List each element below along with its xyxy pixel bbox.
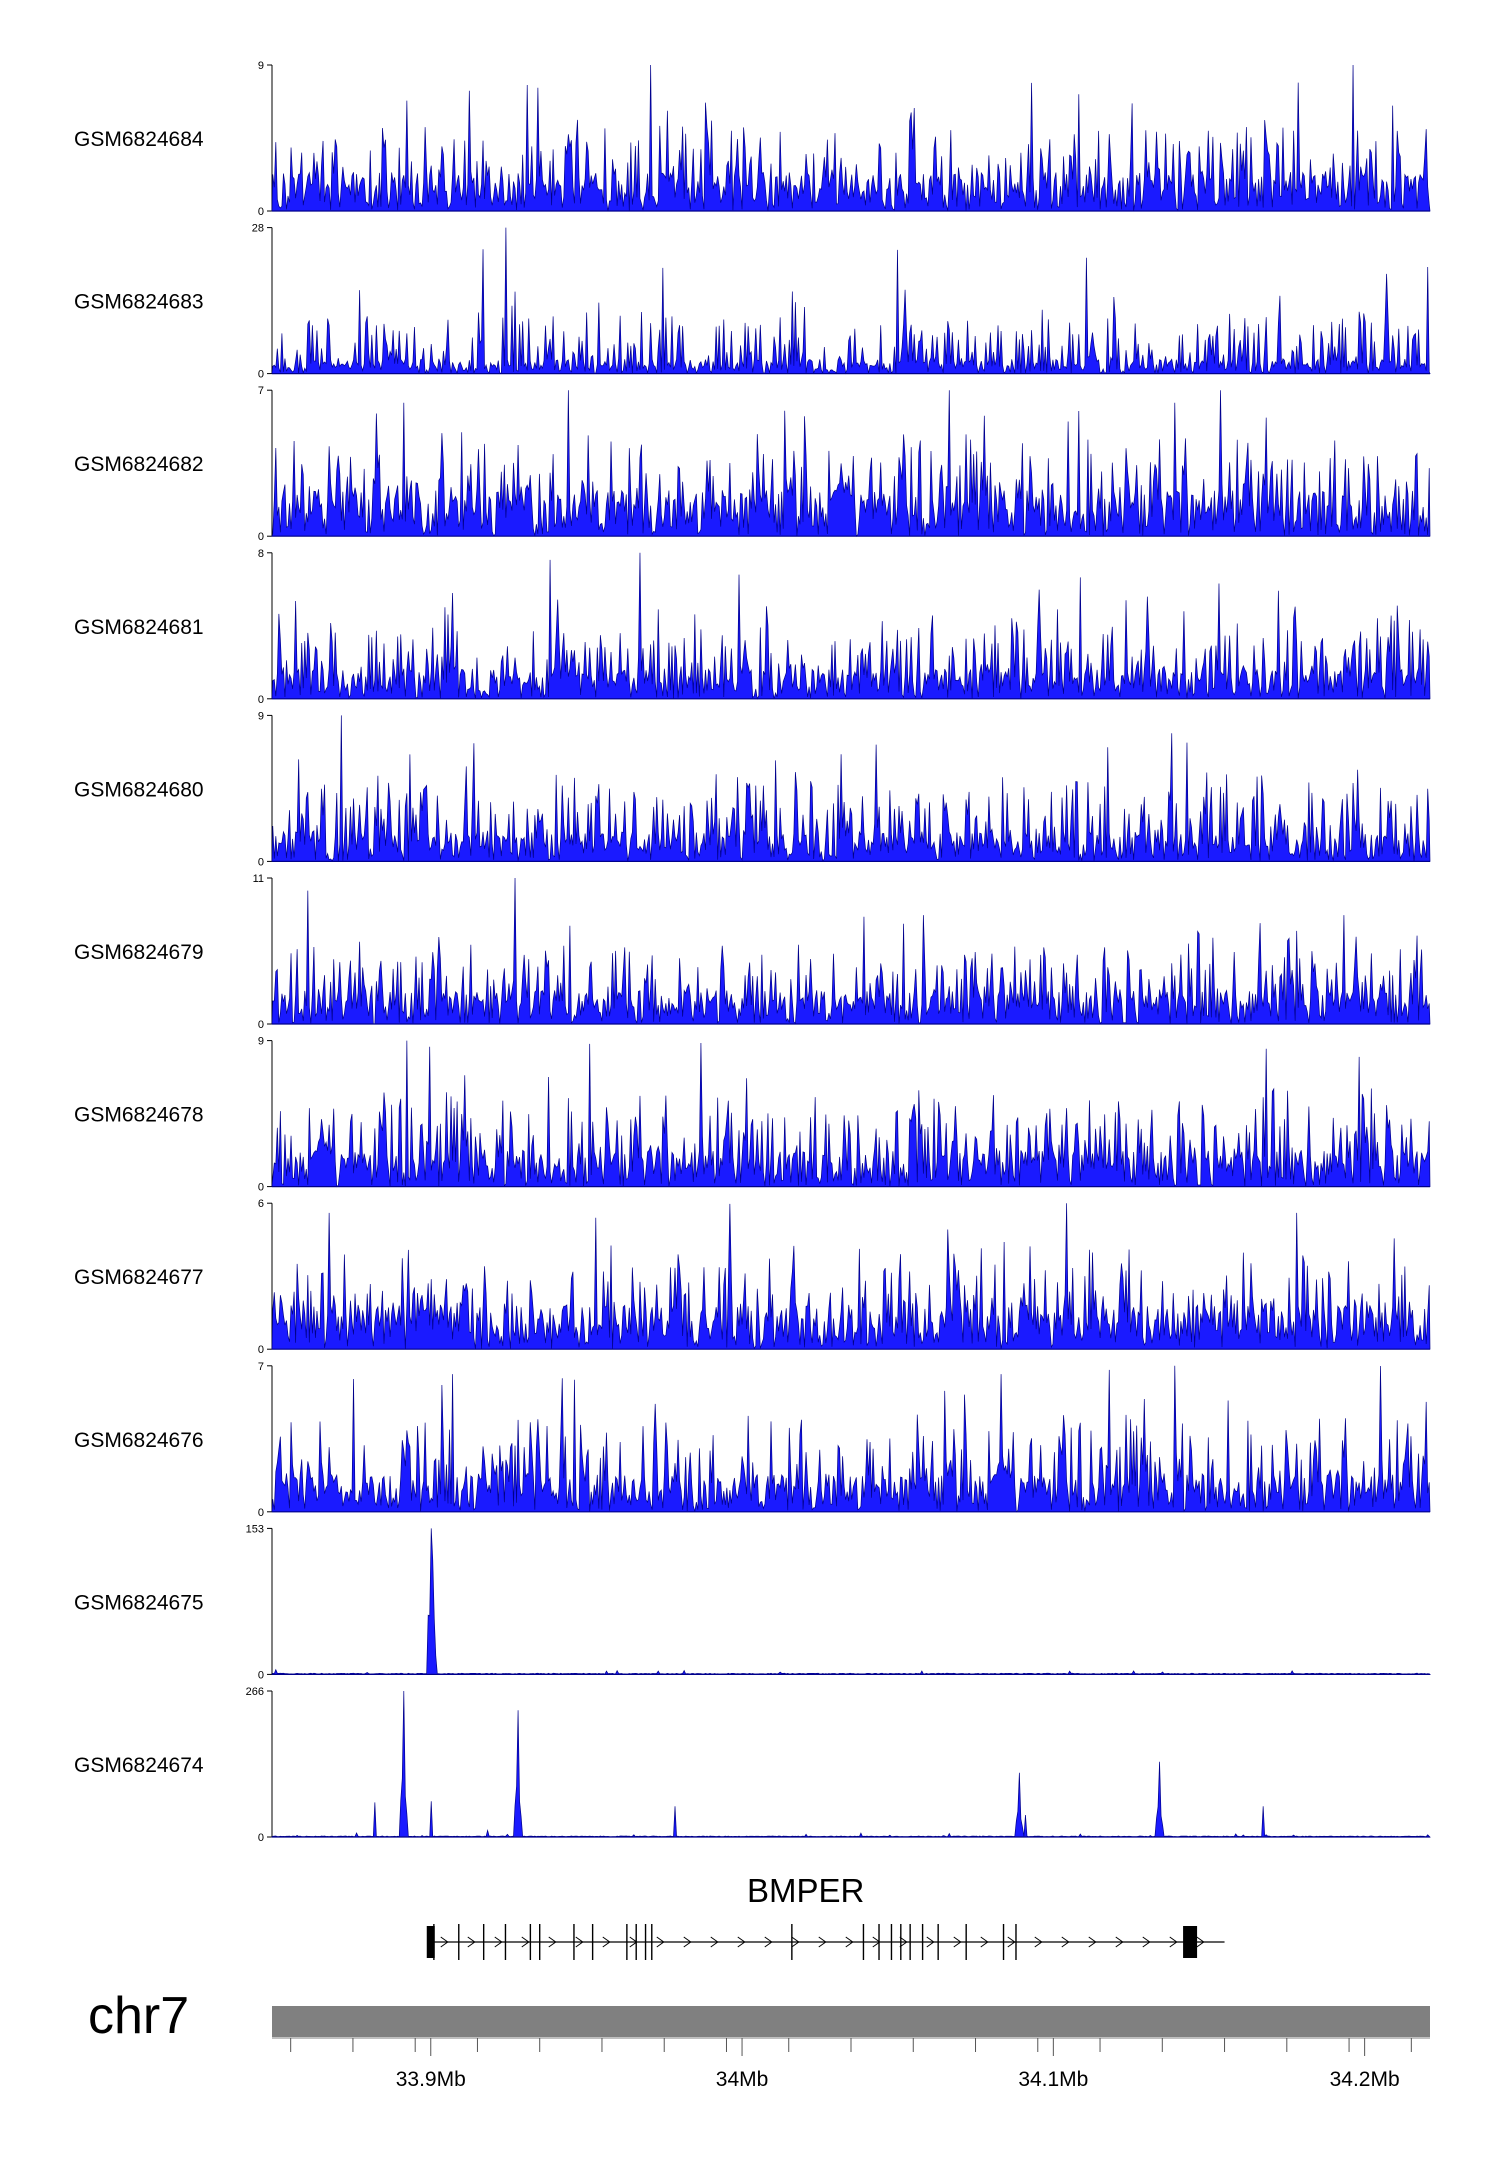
track-label: GSM6824682	[74, 453, 204, 476]
track-label: GSM6824676	[74, 1429, 204, 1452]
track-label: GSM6824683	[74, 291, 204, 314]
y-tick-label-max: 8	[258, 548, 264, 560]
exon-utr	[1183, 1926, 1198, 1958]
y-tick-label-min: 0	[258, 1832, 264, 1844]
y-tick-label-max: 9	[258, 60, 264, 72]
track-GSM6824676: GSM6824676 7 0	[74, 1361, 1431, 1519]
track-label: GSM6824677	[74, 1266, 204, 1289]
y-tick-label-max: 28	[252, 223, 264, 235]
track-label: GSM6824674	[74, 1754, 204, 1777]
y-tick-label-min: 0	[258, 369, 264, 381]
strand-chevron	[980, 1936, 989, 1948]
y-tick-label-max: 6	[258, 1198, 264, 1210]
track-label: GSM6824680	[74, 778, 204, 801]
strand-chevron	[1088, 1936, 1097, 1948]
strand-chevron	[872, 1936, 881, 1948]
signal-area	[271, 1528, 1432, 1675]
strand-chevron	[1115, 1936, 1124, 1948]
y-tick-label-min: 0	[258, 1182, 264, 1194]
chromosome-label: chr7	[88, 1987, 189, 2045]
strand-chevron	[1169, 1936, 1178, 1948]
y-tick-label-min: 0	[258, 1669, 264, 1681]
strand-chevron	[575, 1936, 584, 1948]
signal-tracks: GSM682468490GSM6824683280GSM682468270GSM…	[74, 60, 1432, 1844]
signal-area	[271, 552, 1431, 700]
chromosome-track: chr7	[88, 1987, 1430, 2045]
strand-chevron	[467, 1936, 476, 1948]
track-label: GSM6824679	[74, 941, 204, 964]
strand-chevron	[494, 1936, 503, 1948]
track-GSM6824682: GSM6824682 7 0	[74, 385, 1431, 543]
track-GSM6824677: GSM6824677 6 0	[74, 1198, 1431, 1356]
signal-area	[271, 1365, 1431, 1513]
y-tick-label-min: 0	[258, 531, 264, 543]
signal-area	[271, 64, 1431, 212]
strand-chevron	[710, 1936, 719, 1948]
y-tick-label-min: 0	[258, 1019, 264, 1031]
chromosome-band	[272, 2006, 1430, 2037]
track-GSM6824684: GSM6824684 9 0	[74, 60, 1431, 218]
strand-chevron	[440, 1936, 449, 1948]
signal-area	[271, 227, 1431, 375]
strand-chevron	[1196, 1936, 1205, 1948]
strand-chevron	[1034, 1936, 1043, 1948]
y-tick-label-max: 266	[246, 1686, 264, 1698]
gene-name-label: BMPER	[747, 1872, 864, 1909]
track-GSM6824675: GSM6824675 153 0	[74, 1523, 1432, 1681]
y-tick-label-max: 9	[258, 1036, 264, 1048]
y-tick-label-max: 153	[246, 1523, 264, 1535]
x-tick-label: 34.1Mb	[1018, 2068, 1088, 2091]
strand-chevron	[548, 1936, 557, 1948]
signal-area	[271, 1203, 1431, 1350]
strand-chevron	[818, 1936, 827, 1948]
y-tick-label-min: 0	[258, 856, 264, 868]
strand-chevron	[899, 1936, 908, 1948]
genomic-position-axis: 33.9Mb 34Mb 34.1Mb 34.2Mb	[272, 2037, 1430, 2091]
strand-chevron	[764, 1936, 773, 1948]
strand-chevron	[1007, 1936, 1016, 1948]
signal-area	[271, 877, 1431, 1025]
y-tick-label-min: 0	[258, 206, 264, 218]
exon-utr	[426, 1926, 435, 1958]
track-label: GSM6824675	[74, 1591, 204, 1614]
y-tick-label-min: 0	[258, 694, 264, 706]
y-tick-label-min: 0	[258, 1507, 264, 1519]
signal-area	[271, 390, 1431, 537]
strand-chevron	[926, 1936, 935, 1948]
track-GSM6824683: GSM6824683 28 0	[74, 223, 1431, 381]
track-GSM6824681: GSM6824681 8 0	[74, 548, 1431, 706]
strand-chevron	[683, 1936, 692, 1948]
y-tick-label-max: 7	[258, 1361, 264, 1373]
strand-chevron	[656, 1936, 665, 1948]
strand-chevron	[845, 1936, 854, 1948]
track-label: GSM6824681	[74, 616, 204, 639]
strand-chevron	[737, 1936, 746, 1948]
signal-area	[271, 715, 1431, 862]
gene-annotation-track: BMPER	[426, 1872, 1225, 1960]
y-tick-label-min: 0	[258, 1344, 264, 1356]
track-GSM6824680: GSM6824680 9 0	[74, 710, 1431, 868]
y-tick-label-max: 9	[258, 710, 264, 722]
y-tick-label-max: 7	[258, 385, 264, 397]
x-tick-label: 33.9Mb	[396, 2068, 466, 2091]
strand-chevron	[602, 1936, 611, 1948]
strand-chevron	[521, 1936, 530, 1948]
track-GSM6824679: GSM6824679 11 0	[74, 873, 1431, 1031]
y-tick-label-max: 11	[253, 873, 264, 885]
x-tick-label: 34.2Mb	[1330, 2068, 1400, 2091]
strand-chevron	[1142, 1936, 1151, 1948]
strand-chevron	[791, 1936, 800, 1948]
track-GSM6824678: GSM6824678 9 0	[74, 1036, 1431, 1194]
signal-area	[271, 1690, 1431, 1838]
track-label: GSM6824684	[74, 128, 204, 151]
signal-area	[271, 1040, 1431, 1188]
strand-chevron	[1061, 1936, 1070, 1948]
x-tick-label: 34Mb	[716, 2068, 769, 2091]
track-GSM6824674: GSM6824674 266 0	[74, 1686, 1431, 1844]
strand-chevron	[953, 1936, 962, 1948]
track-label: GSM6824678	[74, 1104, 204, 1127]
